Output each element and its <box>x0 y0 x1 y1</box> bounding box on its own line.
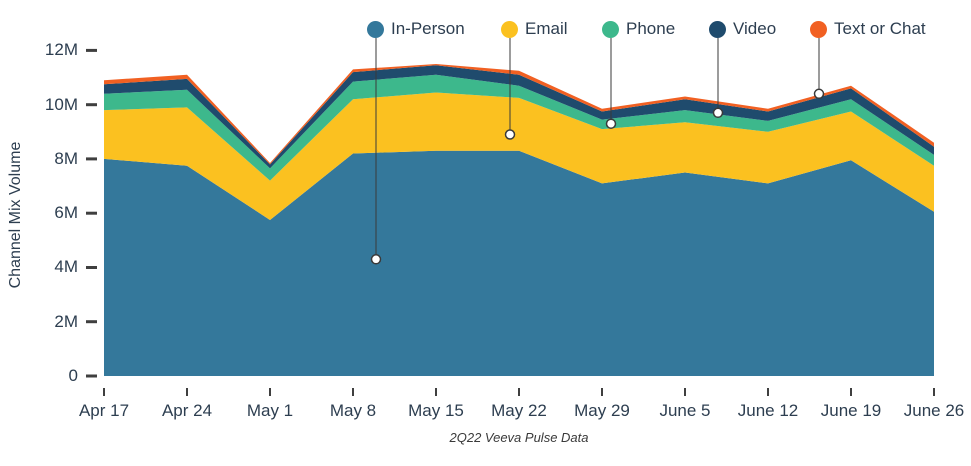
legend-label-in-person: In-Person <box>391 19 465 38</box>
legend-label-phone: Phone <box>626 19 676 38</box>
legend-dot-email-icon <box>501 20 518 38</box>
legend-item-text-or-chat[interactable]: Text or Chat <box>810 19 926 38</box>
x-tick-label-june-26: June 26 <box>903 401 965 420</box>
legend-item-phone[interactable]: Phone <box>602 19 676 38</box>
x-tick-label-june-5: June 5 <box>659 401 711 420</box>
legend-label-video: Video <box>733 19 777 38</box>
y-tick-label-0: 0 <box>68 366 78 385</box>
area-video <box>104 65 934 169</box>
y-tick-label-6m: 6M <box>54 203 78 222</box>
legend-label-email: Email <box>525 19 568 38</box>
x-tick-label-may-8: May 8 <box>329 401 377 420</box>
legend-dot-phone-icon <box>602 20 619 38</box>
area-email <box>104 92 934 220</box>
x-tick-label-may-15: May 15 <box>408 401 464 420</box>
x-tick-label-june-19: June 19 <box>820 401 882 420</box>
y-tick-label-10m: 10M <box>44 95 78 114</box>
x-tick-label-may-29: May 29 <box>574 401 630 420</box>
leader-marker-video <box>712 107 724 119</box>
y-tick-label-12m: 12M <box>44 40 78 59</box>
leader-marker-phone <box>605 118 617 129</box>
leader-marker-email <box>504 129 516 140</box>
y-tick-label-4m: 4M <box>54 257 78 276</box>
legend-dot-video-icon <box>709 20 726 38</box>
legend-item-email[interactable]: Email <box>501 19 568 38</box>
x-tick-label-apr-17: Apr 17 <box>78 401 130 420</box>
leader-marker-in-person <box>370 254 382 265</box>
area-phone <box>104 74 934 181</box>
area-in-person <box>104 150 934 376</box>
x-tick-label-may-1: May 1 <box>246 401 294 420</box>
legend-item-in-person[interactable]: In-Person <box>367 19 465 38</box>
x-tick-label-june-12: June 12 <box>737 401 799 420</box>
chart-caption: 2Q22 Veeva Pulse Data <box>449 430 589 445</box>
y-tick-label-2m: 2M <box>54 312 78 331</box>
legend-item-video[interactable]: Video <box>709 19 777 38</box>
x-tick-label-apr-24: Apr 24 <box>161 401 213 420</box>
leader-marker-text-or-chat <box>813 88 825 100</box>
legend-dot-text-or-chat-icon <box>810 20 827 38</box>
legend-dot-in-person-icon <box>367 20 384 38</box>
y-tick-label-8m: 8M <box>54 149 78 168</box>
x-tick-label-may-22: May 22 <box>491 401 547 420</box>
legend-label-text-or-chat: Text or Chat <box>834 19 926 38</box>
